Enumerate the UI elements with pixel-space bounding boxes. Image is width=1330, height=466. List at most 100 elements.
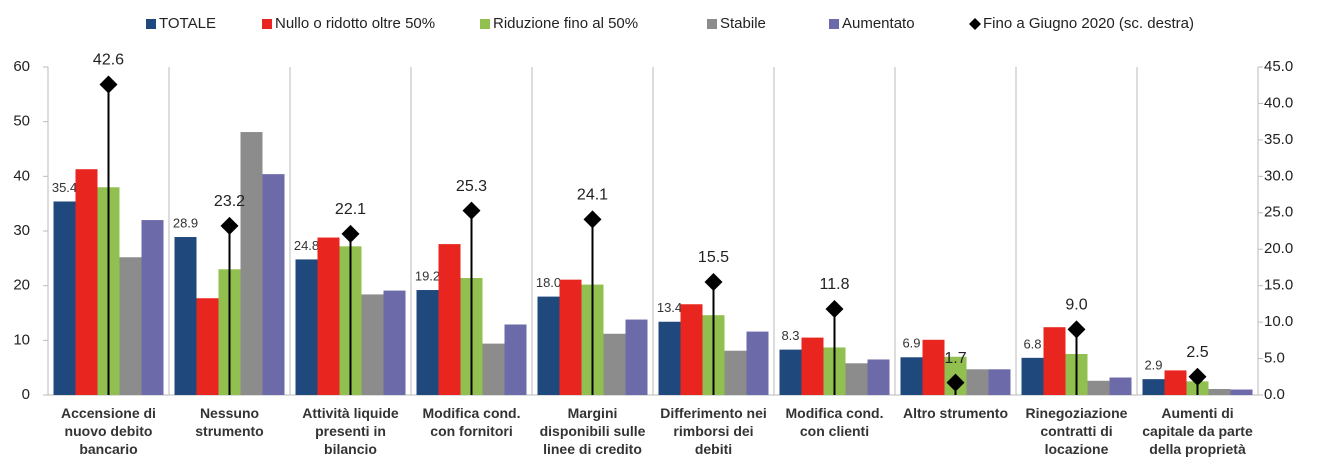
x-tick-label: Modifica cond. con fornitori	[423, 405, 521, 439]
bar	[119, 257, 142, 395]
y2-tick-label: 10.0	[1264, 313, 1293, 330]
x-tick-label: Modifica cond. con clienti	[786, 405, 884, 439]
diamond	[704, 273, 723, 292]
bar	[1021, 357, 1044, 395]
x-tick-label: Accensione di nuovo debito bancario	[61, 405, 156, 457]
bar	[240, 132, 263, 395]
y2-tick-label: 5.0	[1264, 350, 1285, 367]
legend-marker	[480, 19, 490, 29]
data-label: 35.4	[52, 180, 77, 195]
data-label: 15.5	[698, 249, 729, 266]
legend-label: Riduzione fino al 50%	[493, 15, 638, 32]
x-tick-label: Attività liquide presenti in bilancio	[302, 405, 399, 457]
bar	[1043, 327, 1066, 395]
diamond	[220, 216, 239, 235]
bar	[1164, 370, 1187, 395]
bar	[416, 290, 439, 395]
bar	[361, 294, 384, 395]
bar	[966, 369, 989, 395]
data-label: 24.8	[294, 238, 319, 253]
data-label: 11.8	[820, 276, 850, 293]
diamond	[1188, 367, 1207, 386]
bar	[724, 350, 747, 395]
bar	[867, 359, 890, 395]
bar	[537, 296, 560, 395]
bar	[900, 357, 923, 395]
legend-marker	[969, 18, 981, 30]
diamond	[946, 373, 965, 392]
bar	[317, 237, 340, 395]
bar	[262, 174, 285, 395]
diamond	[1067, 320, 1086, 339]
data-label: 13.4	[657, 300, 682, 315]
diamond	[99, 75, 118, 94]
bar	[746, 331, 769, 395]
data-label: 23.2	[214, 193, 245, 210]
y2-tick-label: 15.0	[1264, 277, 1293, 294]
y2-tick-label: 25.0	[1264, 204, 1293, 221]
data-label: 28.9	[173, 215, 198, 230]
bar	[504, 324, 527, 395]
x-tick-label: Differimento nei rimborsi dei debiti	[660, 405, 767, 457]
legend-label: Fino a Giugno 2020 (sc. destra)	[983, 15, 1194, 32]
diamond	[583, 210, 602, 229]
y2-tick-label: 35.0	[1264, 131, 1293, 148]
bar	[53, 201, 76, 395]
legend-marker	[707, 19, 717, 29]
y-tick-label: 40	[13, 167, 30, 184]
data-label: 42.6	[93, 52, 124, 69]
legend-label: Nullo o ridotto oltre 50%	[275, 15, 435, 32]
data-label: 24.1	[577, 187, 608, 204]
bar	[779, 349, 802, 395]
bar	[988, 369, 1011, 395]
legend-marker	[146, 19, 156, 29]
bar	[141, 220, 164, 395]
data-label: 6.9	[902, 336, 920, 351]
data-label: 9.0	[1065, 297, 1087, 314]
data-label: 22.1	[335, 201, 366, 218]
bar	[1208, 388, 1231, 395]
data-label: 6.8	[1023, 336, 1041, 351]
bar	[603, 333, 626, 395]
y-tick-label: 50	[13, 113, 30, 130]
bar	[625, 319, 648, 395]
legend-marker	[262, 19, 272, 29]
bar	[1087, 380, 1110, 395]
y-tick-label: 30	[13, 222, 30, 239]
bar	[295, 259, 318, 395]
bar	[1230, 389, 1253, 395]
x-tick-label: Margini disponibili sulle linee di credito	[540, 405, 646, 457]
diamond	[341, 224, 360, 243]
bar	[174, 237, 197, 395]
x-tick-label: Nessuno strumento	[195, 405, 263, 439]
legend-label: Aumentato	[842, 15, 915, 32]
x-tick-label: Aumenti di capitale da parte della proprie…	[1142, 405, 1253, 457]
legend-label: TOTALE	[159, 15, 216, 32]
bar	[559, 279, 582, 395]
y2-tick-label: 20.0	[1264, 240, 1293, 257]
legend-marker	[829, 19, 839, 29]
y-tick-label: 0	[22, 386, 30, 403]
data-label: 1.7	[944, 350, 966, 367]
y2-tick-label: 0.0	[1264, 386, 1285, 403]
x-tick-label: Rinegoziazione contratti di locazione	[1026, 405, 1128, 457]
bar	[680, 304, 703, 395]
bar	[922, 339, 945, 395]
bar	[845, 363, 868, 395]
y-tick-label: 20	[13, 277, 30, 294]
bar	[383, 290, 406, 395]
bar	[801, 337, 824, 395]
legend-label: Stabile	[720, 15, 766, 32]
data-label: 2.5	[1186, 344, 1208, 361]
bar	[1109, 377, 1132, 395]
bar	[482, 343, 505, 395]
data-label: 19.2	[415, 268, 440, 283]
bar	[438, 244, 461, 395]
bar	[196, 298, 219, 395]
y2-tick-label: 30.0	[1264, 167, 1293, 184]
bar	[1142, 379, 1165, 395]
data-label: 18.0	[536, 275, 561, 290]
diamond	[825, 299, 844, 318]
x-tick-label: Altro strumento	[903, 405, 1008, 421]
